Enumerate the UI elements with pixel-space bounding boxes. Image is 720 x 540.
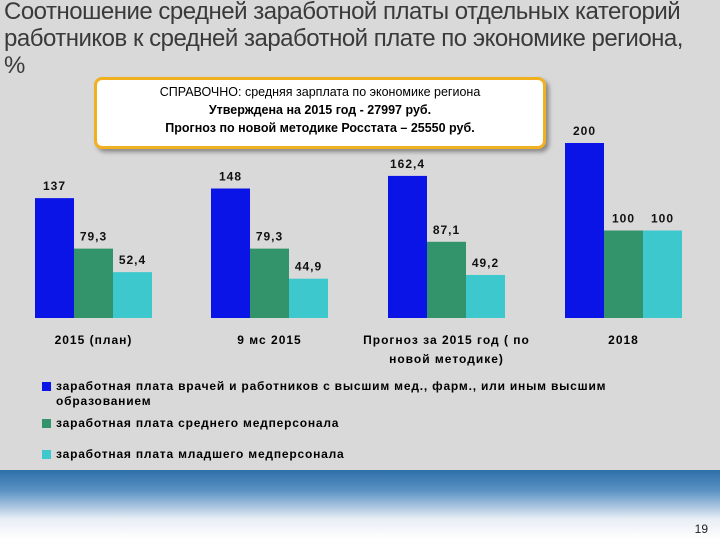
legend-label: заработная плата среднего медперсонала: [56, 416, 340, 430]
x-tick-label: 2018: [608, 333, 639, 347]
note-line: Утверждена на 2015 год - 27997 руб.: [208, 103, 432, 117]
bar: [565, 143, 604, 318]
value-label: 44,9: [295, 260, 322, 274]
bar: [74, 248, 113, 318]
note-line: СПРАВОЧНО: средняя зарплата по экономике…: [159, 85, 481, 99]
value-label: 148: [219, 170, 242, 184]
legend-entry: заработная плата младшего медперсонала: [40, 447, 690, 462]
legend-label: заработная плата врачей и работников с в…: [56, 379, 607, 408]
page-number: 19: [694, 522, 708, 536]
bar: [427, 241, 466, 318]
x-tick-label: Прогноз за 2015 год ( по новой методике): [363, 333, 530, 366]
chart: 137 79,3 52,4 148 79,3 44,9 162,4 87,1 49,2 200 10…: [35, 124, 682, 318]
bar: [388, 175, 427, 318]
value-label: 79,3: [80, 230, 107, 244]
bar: [211, 188, 250, 318]
legend: заработная плата врачей и работников с в…: [40, 379, 690, 469]
note-line: Прогноз по новой методике Росстата – 255…: [165, 121, 475, 135]
x-tick-label: 9 мс 2015: [237, 333, 302, 347]
value-label: 137: [43, 179, 66, 193]
value-label: 100: [612, 212, 635, 226]
value-label: 100: [651, 212, 674, 226]
bar: [250, 248, 289, 318]
bar: [604, 230, 643, 318]
bar: [35, 198, 74, 318]
slide-title: Соотношение средней заработной платы отд…: [4, 0, 683, 79]
legend-swatch: [42, 382, 51, 391]
legend-swatch: [42, 419, 51, 428]
note-box: СПРАВОЧНО: средняя зарплата по экономике…: [94, 77, 546, 149]
bar: [113, 272, 152, 318]
value-label: 200: [573, 124, 596, 138]
value-label: 49,2: [472, 256, 499, 270]
value-label: 87,1: [433, 223, 460, 237]
legend-label: заработная плата младшего медперсонала: [56, 447, 345, 461]
bar: [289, 278, 328, 318]
legend-entry: заработная плата среднего медперсонала: [40, 416, 690, 431]
legend-swatch: [42, 450, 51, 459]
legend-entry: заработная плата врачей и работников с в…: [40, 379, 690, 409]
value-label: 162,4: [390, 157, 425, 171]
footer-band: [0, 470, 720, 540]
bar: [643, 230, 682, 318]
x-tick-label: 2015 (план): [54, 333, 133, 347]
value-label: 52,4: [119, 253, 146, 267]
value-label: 79,3: [256, 230, 283, 244]
bar: [466, 274, 505, 318]
